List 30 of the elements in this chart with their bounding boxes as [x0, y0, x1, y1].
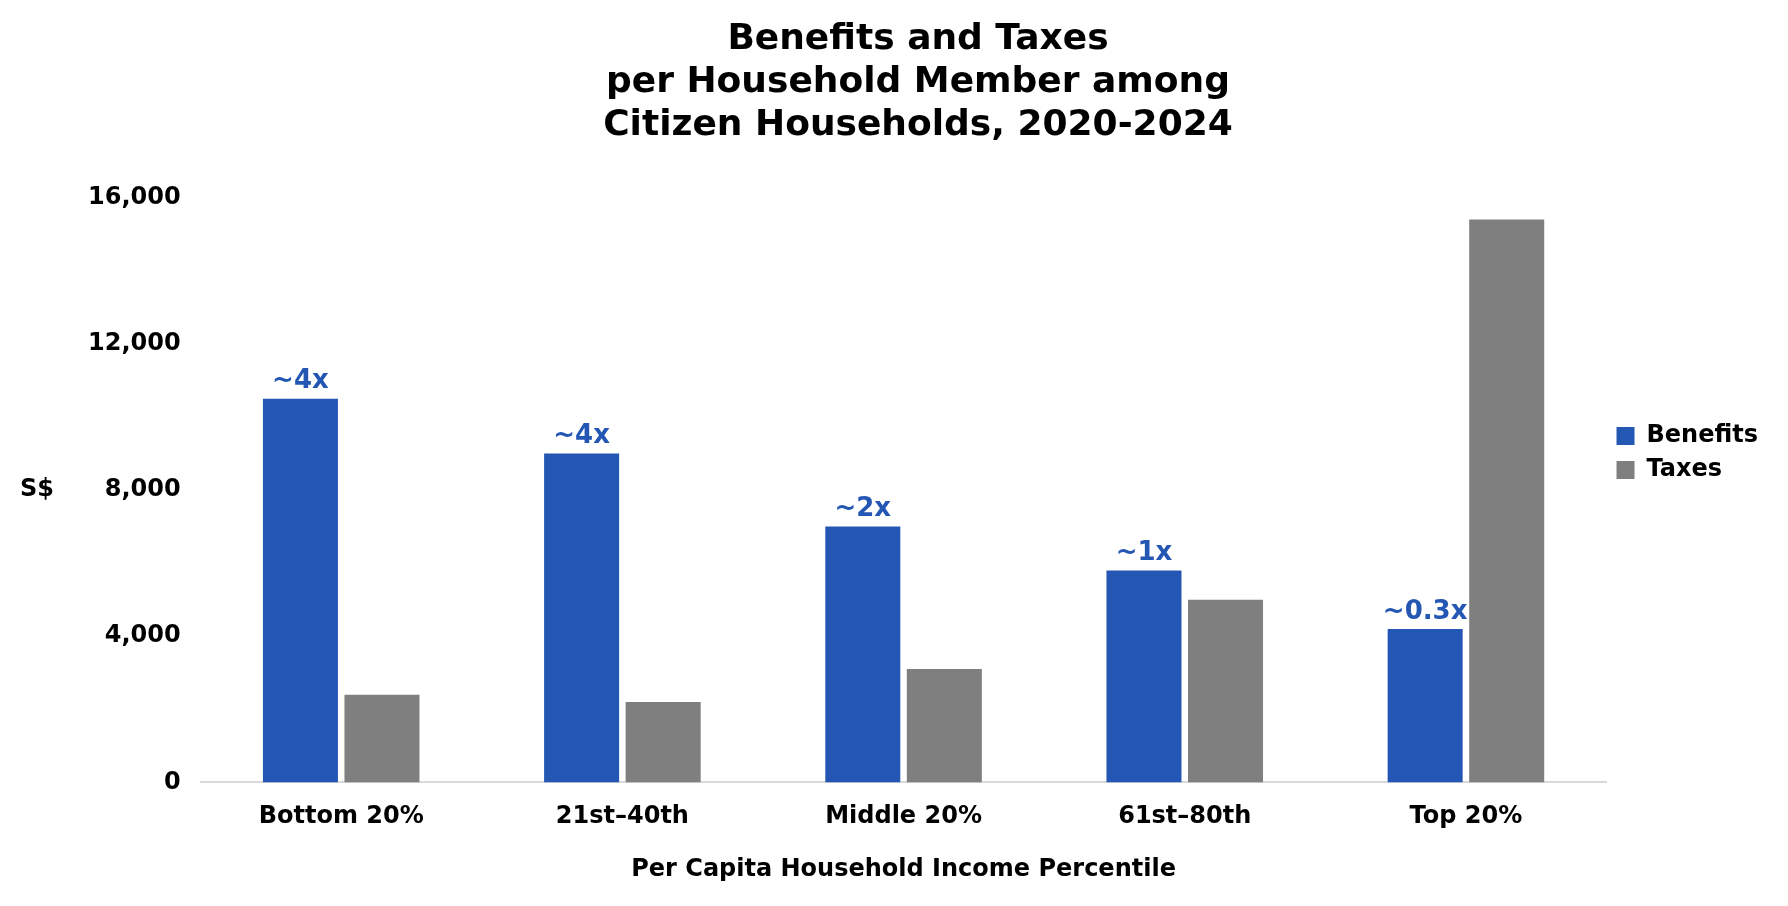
y-tick-label: 8,000	[104, 474, 181, 503]
legend-label: Benefits	[1646, 420, 1758, 449]
legend-label: Taxes	[1646, 454, 1723, 483]
bar	[544, 453, 620, 783]
bar	[344, 694, 420, 783]
x-tick-label: Middle 20%	[825, 801, 982, 830]
y-tick-label: 4,000	[104, 620, 181, 649]
x-axis-title: Per Capita Household Income Percentile	[631, 853, 1176, 882]
y-tick-label: 16,000	[87, 181, 181, 210]
x-tick-label: Bottom 20%	[258, 801, 424, 830]
bar	[1188, 599, 1264, 783]
y-tick-label: 0	[163, 766, 181, 795]
bar	[1106, 570, 1182, 783]
bar	[906, 669, 982, 783]
x-tick-label: Top 20%	[1409, 801, 1523, 830]
bar	[625, 701, 701, 783]
bar	[1387, 628, 1463, 783]
bar	[825, 526, 901, 783]
bar	[1469, 219, 1545, 783]
bar	[262, 398, 338, 783]
annotation: ~4x	[272, 364, 329, 395]
annotation: ~1x	[1115, 536, 1173, 567]
y-tick-label: 12,000	[87, 328, 181, 357]
chart-title: Benefits and Taxes per Household Member among Citizen Households, 2020-2024	[603, 15, 1233, 144]
x-tick-label: 61st–80th	[1118, 801, 1252, 830]
annotation: ~0.3x	[1382, 594, 1468, 625]
x-tick-label: 21st–40th	[555, 801, 689, 830]
annotation: ~4x	[553, 419, 611, 450]
annotation: ~2x	[834, 492, 892, 523]
y-axis-title: S$	[20, 474, 54, 503]
